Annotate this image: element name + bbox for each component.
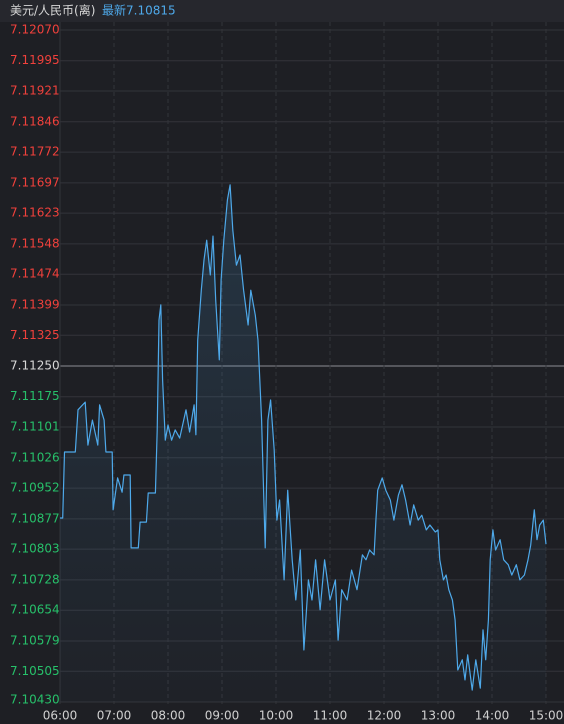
- x-tick-label: 08:00: [151, 709, 186, 723]
- y-tick-label: 7.10728: [10, 572, 60, 586]
- y-tick-label: 7.11474: [10, 267, 60, 281]
- y-tick-label: 7.10877: [10, 511, 60, 525]
- y-tick-label: 7.10505: [10, 664, 60, 678]
- price-line: [60, 184, 547, 691]
- x-tick-label: 06:00: [43, 709, 78, 723]
- y-tick-label: 7.11250: [10, 359, 60, 373]
- y-tick-label: 7.11846: [10, 114, 60, 128]
- x-tick-label: 15:00: [529, 709, 564, 723]
- x-tick-label: 13:00: [421, 709, 456, 723]
- x-tick-label: 10:00: [259, 709, 294, 723]
- y-tick-label: 7.11026: [10, 450, 60, 464]
- y-tick-label: 7.11175: [10, 389, 60, 403]
- x-tick-label: 11:00: [313, 709, 348, 723]
- x-tick-label: 09:00: [205, 709, 240, 723]
- y-tick-label: 7.10803: [10, 542, 60, 556]
- y-tick-label: 7.11548: [10, 236, 60, 250]
- y-tick-label: 7.11697: [10, 175, 60, 189]
- x-tick-label: 07:00: [97, 709, 132, 723]
- x-tick-label: 14:00: [475, 709, 510, 723]
- y-tick-label: 7.11623: [10, 206, 60, 220]
- y-tick-label: 7.10952: [10, 481, 60, 495]
- y-tick-label: 7.11921: [10, 84, 60, 98]
- y-tick-label: 7.10430: [10, 693, 60, 707]
- y-tick-label: 7.11399: [10, 297, 60, 311]
- chart-title: 美元/人民币(离): [10, 3, 95, 18]
- y-tick-label: 7.11101: [10, 420, 60, 434]
- y-tick-label: 7.10579: [10, 633, 60, 647]
- y-tick-label: 7.11995: [10, 53, 60, 67]
- header-bar: [0, 0, 564, 22]
- y-tick-label: 7.11325: [10, 328, 60, 342]
- axis-labels: 7.12070 7.11995 7.11921 7.11846 7.11772 7.116…: [10, 23, 563, 723]
- plot: [60, 184, 547, 702]
- y-tick-label: 7.12070: [10, 23, 60, 37]
- area-fill: [60, 184, 546, 702]
- latest-price: 最新7.10815: [102, 3, 176, 18]
- y-tick-label: 7.10654: [10, 603, 60, 617]
- x-tick-label: 12:00: [367, 709, 402, 723]
- y-tick-label: 7.11772: [10, 145, 60, 159]
